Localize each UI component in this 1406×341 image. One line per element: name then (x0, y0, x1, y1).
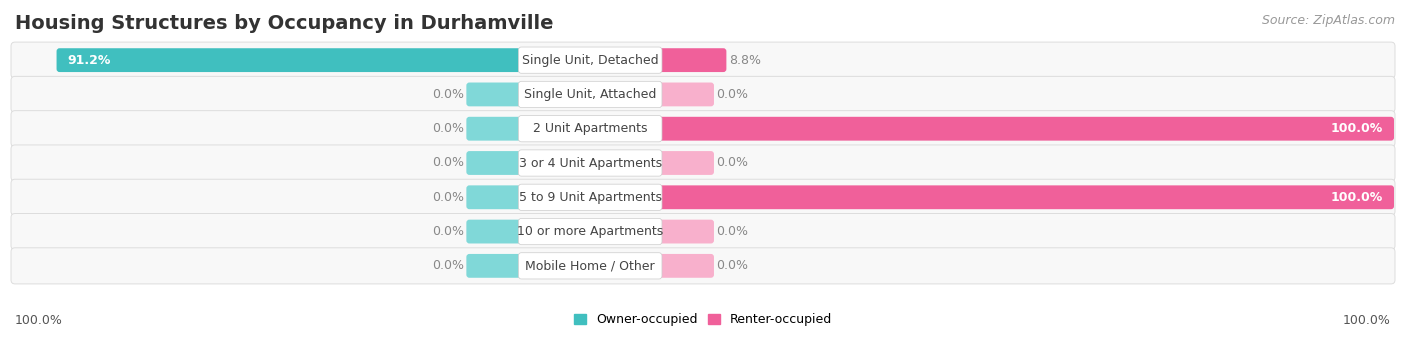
Text: 0.0%: 0.0% (716, 88, 748, 101)
FancyBboxPatch shape (519, 81, 662, 107)
FancyBboxPatch shape (657, 48, 727, 72)
FancyBboxPatch shape (11, 248, 1395, 284)
FancyBboxPatch shape (519, 184, 662, 210)
Text: 0.0%: 0.0% (433, 191, 464, 204)
FancyBboxPatch shape (56, 48, 524, 72)
Text: 91.2%: 91.2% (67, 54, 111, 66)
FancyBboxPatch shape (467, 220, 524, 243)
Text: Single Unit, Attached: Single Unit, Attached (524, 88, 657, 101)
FancyBboxPatch shape (519, 150, 662, 176)
FancyBboxPatch shape (519, 219, 662, 245)
FancyBboxPatch shape (519, 47, 662, 73)
FancyBboxPatch shape (519, 253, 662, 279)
Text: 3 or 4 Unit Apartments: 3 or 4 Unit Apartments (519, 157, 662, 169)
Text: 100.0%: 100.0% (15, 314, 63, 327)
Text: 0.0%: 0.0% (716, 157, 748, 169)
Text: 0.0%: 0.0% (433, 157, 464, 169)
FancyBboxPatch shape (11, 76, 1395, 113)
Text: 100.0%: 100.0% (1330, 191, 1384, 204)
FancyBboxPatch shape (467, 83, 524, 106)
Text: Housing Structures by Occupancy in Durhamville: Housing Structures by Occupancy in Durha… (15, 14, 554, 33)
FancyBboxPatch shape (657, 220, 714, 243)
FancyBboxPatch shape (11, 145, 1395, 181)
FancyBboxPatch shape (11, 42, 1395, 78)
Legend: Owner-occupied, Renter-occupied: Owner-occupied, Renter-occupied (568, 308, 838, 331)
Text: 0.0%: 0.0% (433, 88, 464, 101)
Text: 10 or more Apartments: 10 or more Apartments (517, 225, 664, 238)
FancyBboxPatch shape (11, 111, 1395, 147)
Text: 0.0%: 0.0% (433, 122, 464, 135)
FancyBboxPatch shape (657, 117, 1393, 140)
FancyBboxPatch shape (467, 254, 524, 278)
Text: 8.8%: 8.8% (730, 54, 762, 66)
FancyBboxPatch shape (11, 213, 1395, 250)
FancyBboxPatch shape (657, 186, 1393, 209)
Text: 0.0%: 0.0% (716, 225, 748, 238)
FancyBboxPatch shape (519, 116, 662, 142)
FancyBboxPatch shape (657, 254, 714, 278)
Text: 2 Unit Apartments: 2 Unit Apartments (533, 122, 647, 135)
FancyBboxPatch shape (467, 151, 524, 175)
Text: Mobile Home / Other: Mobile Home / Other (526, 260, 655, 272)
FancyBboxPatch shape (657, 83, 714, 106)
Text: 100.0%: 100.0% (1343, 314, 1391, 327)
Text: Single Unit, Detached: Single Unit, Detached (522, 54, 658, 66)
FancyBboxPatch shape (11, 179, 1395, 216)
Text: 5 to 9 Unit Apartments: 5 to 9 Unit Apartments (519, 191, 662, 204)
Text: 0.0%: 0.0% (433, 225, 464, 238)
FancyBboxPatch shape (657, 151, 714, 175)
Text: 0.0%: 0.0% (433, 260, 464, 272)
Text: Source: ZipAtlas.com: Source: ZipAtlas.com (1263, 14, 1395, 27)
Text: 0.0%: 0.0% (716, 260, 748, 272)
FancyBboxPatch shape (467, 117, 524, 140)
Text: 100.0%: 100.0% (1330, 122, 1384, 135)
FancyBboxPatch shape (467, 186, 524, 209)
